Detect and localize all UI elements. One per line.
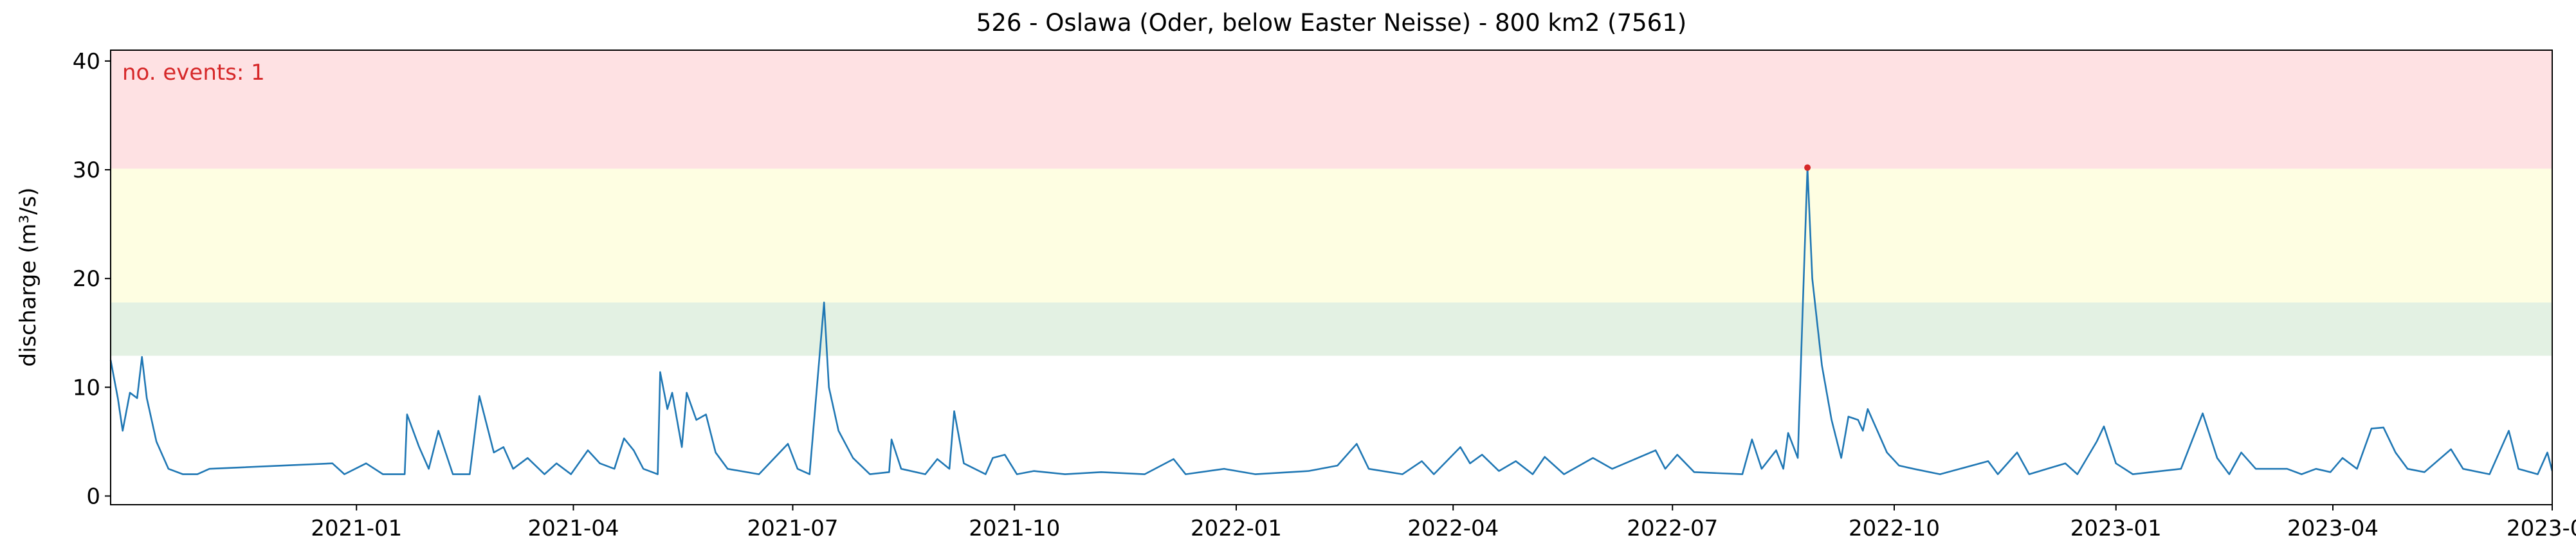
x-tick-label: 2023-04 bbox=[2287, 516, 2379, 541]
threshold-band bbox=[111, 50, 2552, 169]
x-tick-label: 2021-01 bbox=[311, 516, 402, 541]
x-tick-label: 2021-07 bbox=[747, 516, 838, 541]
x-tick-label: 2021-04 bbox=[527, 516, 619, 541]
event-marker bbox=[1804, 164, 1811, 171]
x-tick-label: 2023-07 bbox=[2507, 516, 2576, 541]
discharge-line bbox=[109, 167, 2553, 475]
annotation: no. events: 1 bbox=[122, 60, 265, 86]
threshold-band bbox=[111, 302, 2552, 356]
x-tick-label: 2022-10 bbox=[1849, 516, 1940, 541]
plot-frame bbox=[110, 50, 2553, 505]
y-tick-label: 40 bbox=[73, 49, 100, 75]
y-tick-label: 10 bbox=[73, 375, 100, 401]
x-tick-label: 2022-04 bbox=[1407, 516, 1499, 541]
x-tick-label: 2021-10 bbox=[969, 516, 1060, 541]
y-tick-label: 30 bbox=[73, 158, 100, 183]
x-tick-label: 2022-01 bbox=[1191, 516, 1282, 541]
y-tick-label: 0 bbox=[86, 483, 100, 509]
chart-title: 526 - Oslawa (Oder, below Easter Neisse)… bbox=[976, 9, 1686, 37]
threshold-band bbox=[111, 168, 2552, 303]
y-tick-label: 20 bbox=[73, 266, 100, 292]
x-tick-label: 2023-01 bbox=[2070, 516, 2162, 541]
y-axis-label: discharge (m³/s) bbox=[15, 188, 41, 367]
x-tick-label: 2022-07 bbox=[1627, 516, 1718, 541]
